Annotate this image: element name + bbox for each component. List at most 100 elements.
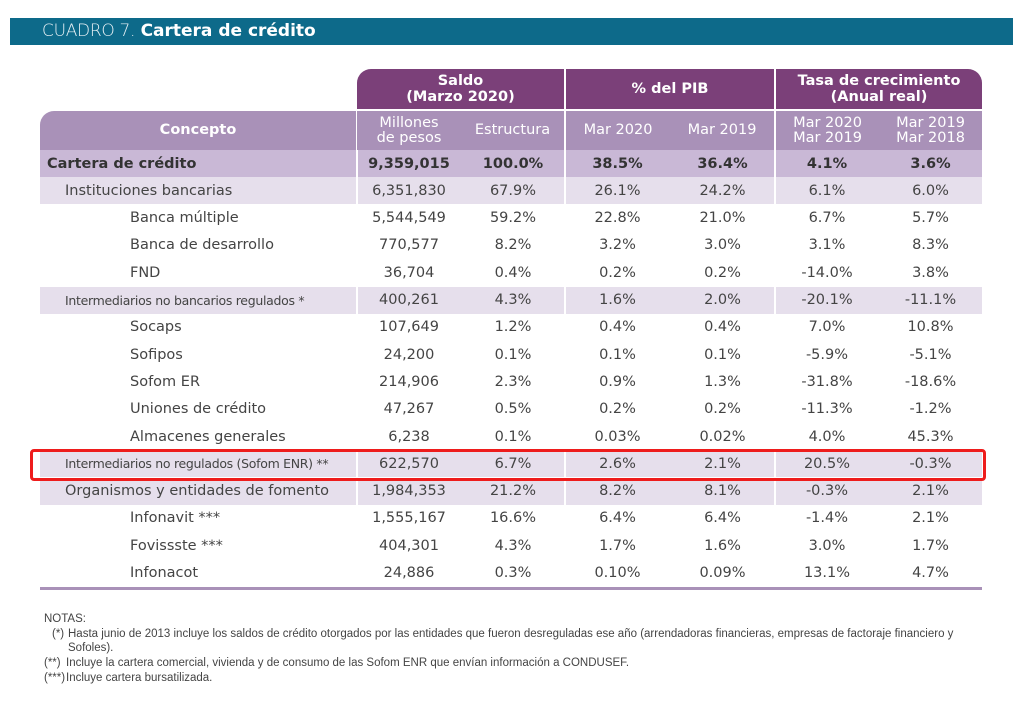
cell-millones: 36,704: [383, 264, 435, 281]
cell-pib-2019: 2.0%: [704, 292, 741, 308]
cell-pib-2019: 0.2%: [704, 264, 741, 281]
cell-estructura: 16.6%: [489, 510, 537, 527]
table-row: Intermediarios no bancarios regulados * 4…: [40, 286, 982, 314]
column-divider: [356, 450, 358, 478]
cell-concepto: Socaps: [130, 319, 182, 336]
cell-estructura: 0.4%: [494, 264, 532, 281]
table-bottom-rule: [40, 587, 982, 590]
cell-pib-2020: 0.2%: [599, 264, 636, 281]
column-header-concepto: Concepto: [40, 111, 356, 150]
column-header-pib-2020: Mar 2020: [566, 111, 670, 150]
notes: NOTAS: (*) Hasta junio de 2013 incluye lo…: [44, 612, 988, 685]
cell-tasa-2019: -1.2%: [909, 401, 952, 418]
cell-estructura: 6.7%: [494, 455, 532, 472]
cell-pib-2020: 26.1%: [594, 182, 641, 199]
group-header-tasa: Tasa de crecimiento (Anual real): [776, 69, 982, 109]
cell-tasa-2019: -11.1%: [904, 292, 957, 308]
cell-tasa-2020: -5.9%: [805, 346, 849, 363]
cell-concepto: Banca múltiple: [130, 210, 239, 227]
cell-millones: 770,577: [379, 237, 439, 254]
cell-pib-2019: 0.1%: [704, 346, 741, 363]
table-row: Infonavit *** 1,555,167 16.6% 6.4% 6.4% -1.4%…: [40, 505, 982, 532]
cell-pib-2019: 3.0%: [704, 237, 741, 254]
cell-tasa-2019: 3.6%: [910, 155, 951, 172]
cell-tasa-2020: 7.0%: [808, 319, 846, 336]
cell-pib-2019: 24.2%: [699, 182, 746, 199]
cell-millones: 5,544,549: [372, 210, 446, 227]
cell-tasa-2019: -5.1%: [909, 346, 952, 363]
cell-pib-2019: 1.3%: [704, 373, 741, 390]
cell-pib-2019: 0.2%: [704, 401, 741, 418]
cell-tasa-2020: 4.1%: [806, 155, 848, 172]
cell-pib-2019: 2.1%: [704, 455, 741, 472]
column-divider: [774, 177, 776, 205]
cell-estructura: 0.3%: [494, 565, 532, 581]
cell-tasa-2020: -11.3%: [801, 401, 853, 418]
cell-millones: 47,267: [383, 401, 435, 418]
cell-tasa-2019: 1.7%: [912, 537, 949, 554]
cell-tasa-2019: 2.1%: [912, 510, 949, 527]
cell-pib-2020: 22.8%: [594, 210, 641, 227]
cell-concepto: Sofom ER: [130, 373, 201, 390]
column-divider: [774, 477, 776, 505]
column-divider: [564, 286, 566, 314]
cell-estructura: 21.2%: [489, 483, 537, 500]
cell-tasa-2019: 5.7%: [912, 210, 949, 227]
group-header-pib: % del PIB: [566, 69, 774, 109]
notes-heading: NOTAS:: [44, 613, 86, 625]
note-1: (*) Hasta junio de 2013 incluye los saldo…: [52, 628, 954, 654]
cell-millones: 622,570: [379, 455, 439, 472]
table-row: Cartera de crédito 9,359,015 100.0% 38.5% 36…: [40, 150, 982, 177]
table-row: Fovissste *** 404,301 4.3% 1.7% 1.6% 3.0% 1.7%: [40, 532, 982, 559]
table-row: Almacenes generales 6,238 0.1% 0.03% 0.02% 4.…: [40, 423, 982, 450]
table-row: Instituciones bancarias 6,351,830 67.9% 26.…: [40, 177, 982, 205]
group-header-saldo: Saldo (Marzo 2020): [357, 69, 564, 109]
cell-tasa-2020: -20.1%: [801, 292, 853, 308]
cell-pib-2020: 0.2%: [599, 401, 636, 418]
cell-concepto: Uniones de crédito: [130, 401, 267, 418]
cell-concepto: Fovissste ***: [130, 537, 223, 554]
cell-pib-2019: 0.09%: [699, 565, 746, 581]
table-row: Sofom ER 214,906 2.3% 0.9% 1.3% -31.8% -18.6%: [40, 368, 982, 395]
cell-millones: 107,649: [379, 319, 439, 336]
column-divider: [564, 477, 566, 505]
cell-pib-2019: 0.02%: [699, 428, 746, 445]
cell-tasa-2020: -1.4%: [805, 510, 849, 527]
cell-pib-2020: 1.6%: [599, 292, 636, 308]
column-divider: [356, 286, 358, 314]
table-row: Sofipos 24,200 0.1% 0.1% 0.1% -5.9% -5.1%: [40, 341, 982, 368]
cell-tasa-2019: 2.1%: [912, 483, 949, 500]
cell-millones: 400,261: [379, 292, 439, 308]
table-row: Banca de desarrollo 770,577 8.2% 3.2% 3.0% 3.…: [40, 232, 982, 259]
cell-pib-2020: 8.2%: [599, 483, 636, 500]
cell-pib-2019: 0.4%: [704, 319, 741, 336]
column-divider: [356, 150, 358, 177]
cell-concepto: Infonavit ***: [130, 510, 221, 527]
cell-pib-2019: 36.4%: [697, 155, 748, 172]
cell-pib-2020: 6.4%: [599, 510, 636, 527]
cell-estructura: 67.9%: [489, 182, 537, 199]
highlight-box: [30, 449, 986, 481]
cell-tasa-2020: 6.1%: [808, 182, 846, 199]
cell-concepto: Sofipos: [130, 346, 183, 363]
table-row: Organismos y entidades de fomento 1,984,3…: [40, 477, 982, 505]
cell-pib-2020: 3.2%: [599, 237, 636, 254]
column-divider: [774, 150, 776, 177]
cell-estructura: 0.1%: [494, 346, 532, 363]
cell-concepto: Instituciones bancarias: [65, 182, 233, 199]
cell-millones: 24,886: [383, 565, 435, 581]
cell-tasa-2019: -18.6%: [904, 373, 957, 390]
cell-pib-2020: 2.6%: [599, 455, 636, 472]
column-divider: [774, 450, 776, 478]
column-divider: [564, 150, 566, 177]
column-header-estructura: Estructura: [461, 111, 564, 150]
column-divider: [356, 477, 358, 505]
column-divider: [774, 286, 776, 314]
column-header-tasa-2019: Mar 2019 Mar 2018: [879, 111, 982, 150]
cell-tasa-2019: 45.3%: [907, 428, 954, 445]
cell-tasa-2020: -31.8%: [801, 373, 853, 390]
cell-concepto: Organismos y entidades de fomento: [65, 483, 330, 500]
table-row: Infonacot 24,886 0.3% 0.10% 0.09% 13.1% 4.7%: [40, 560, 982, 587]
cell-estructura: 0.5%: [494, 401, 532, 418]
table-row: Uniones de crédito 47,267 0.5% 0.2% 0.2% -11.…: [40, 396, 982, 423]
